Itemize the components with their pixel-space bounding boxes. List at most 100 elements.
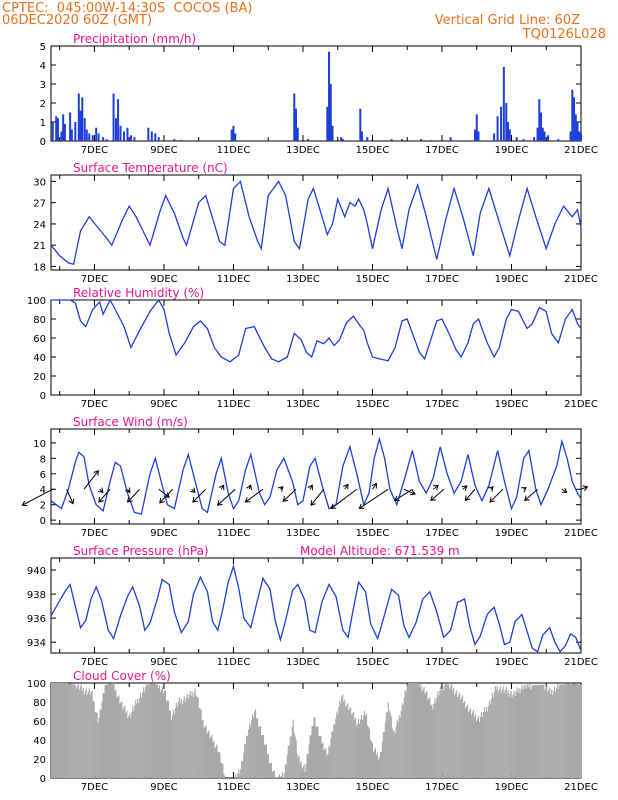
wind-vector: [127, 488, 140, 503]
cloud-bar: [71, 684, 73, 778]
cloud-bar: [186, 693, 188, 778]
cloud-bar: [341, 696, 343, 778]
relative-humidity-x-tick-label: 7DEC: [81, 399, 108, 410]
cloud-bar: [461, 697, 463, 778]
cloud-bar: [332, 732, 334, 778]
cloud-bar: [530, 689, 532, 778]
wind-arrowhead: [277, 486, 284, 492]
cloud-bar: [217, 752, 219, 778]
cloud-bar: [536, 684, 538, 778]
header-station: CPTEC: 045:00W-14:30S COCOS (BA): [2, 1, 253, 16]
cloud-bar: [98, 717, 100, 778]
surface-wind-line: [50, 436, 582, 515]
cloud-bar: [525, 688, 527, 778]
cloud-bar: [178, 697, 180, 778]
precip-bar: [515, 137, 518, 141]
cloud-bar: [560, 683, 562, 778]
cloud-bar: [188, 694, 190, 778]
cloud-bar: [283, 773, 285, 778]
cloud-bar: [180, 698, 182, 778]
precip-bar: [70, 129, 73, 141]
cloud-bar: [271, 771, 273, 778]
precip-bar: [60, 131, 63, 141]
cloud-bar: [401, 703, 403, 778]
precip-bar: [85, 129, 88, 141]
precip-bar: [114, 118, 117, 141]
surface-temperature-x-tick-label: 7DEC: [81, 274, 108, 285]
cloud-bar: [365, 714, 368, 778]
wind-arrowhead: [524, 495, 530, 502]
cloud-bar: [532, 684, 534, 778]
precip-bar: [173, 139, 176, 141]
cloud-bar: [439, 690, 441, 778]
cloud-bar: [297, 757, 299, 778]
cloud-bar: [111, 683, 113, 778]
wind-vector: [245, 488, 264, 503]
cloud-bar: [571, 683, 574, 778]
cloud-bar: [234, 776, 236, 778]
cloud-bar: [280, 775, 282, 778]
precip-bar: [331, 125, 334, 141]
cloud-bar: [413, 683, 415, 778]
cloud-bar: [153, 683, 155, 778]
cloud-bar: [355, 717, 357, 778]
wind-vector: [217, 488, 236, 506]
cloud-bar: [58, 683, 61, 778]
cloud-bar: [286, 755, 288, 778]
precip-bar: [112, 93, 115, 141]
cloud-bar: [521, 684, 523, 778]
cloud-bar: [201, 719, 203, 778]
cloud-bar: [76, 685, 78, 778]
wind-vector: [159, 488, 174, 504]
cloud-bar: [436, 697, 438, 778]
cloud-bar: [358, 719, 360, 778]
cloud-bar: [94, 711, 96, 778]
precipitation-x-tick-label: 15DEC: [356, 145, 390, 156]
wind-vector: [432, 484, 439, 490]
wind-arrowhead: [192, 497, 198, 503]
header-model-code: TQ0126L028: [522, 27, 606, 42]
precip-bar: [307, 139, 310, 141]
cloud-bar: [295, 740, 297, 778]
precip-bar: [97, 133, 100, 141]
surface-temperature-frame: [50, 174, 582, 271]
wind-vector: [524, 488, 538, 501]
cloud-bar: [495, 689, 497, 778]
cloud-bar: [526, 685, 528, 778]
cloud-bar: [407, 683, 409, 778]
precip-bar: [538, 99, 541, 141]
cloud-bar: [380, 751, 382, 778]
cloud-bar: [429, 697, 431, 778]
cloud-bar: [381, 741, 383, 778]
precip-bar: [129, 135, 132, 141]
cloud-bar: [388, 710, 390, 778]
cloud-bar: [55, 683, 58, 778]
cloud-bar: [571, 683, 573, 778]
precip-bar: [475, 114, 478, 141]
cloud-bar: [557, 683, 559, 778]
cloud-bar: [375, 754, 377, 778]
cloud-bar: [82, 688, 84, 778]
cloud-bar: [563, 684, 565, 778]
cloud-bar: [243, 752, 245, 778]
precip-bar: [576, 122, 579, 141]
cloud-bar: [447, 684, 449, 778]
cloud-bar: [426, 691, 428, 778]
cloud-bar: [67, 683, 69, 778]
cloud-bar: [259, 726, 262, 778]
cloud-bar: [266, 754, 269, 778]
cloud-bar: [458, 694, 460, 778]
cloud-bar: [389, 713, 391, 778]
cloud-bar: [165, 700, 167, 778]
precip-bar: [296, 127, 299, 141]
wind-arrowhead: [246, 484, 253, 491]
precip-bar: [293, 93, 296, 141]
cloud-bar: [62, 683, 64, 778]
cloud-bar: [367, 726, 370, 778]
cloud-bar: [469, 708, 472, 778]
cloud-bar: [79, 686, 81, 778]
cloud-bar: [204, 726, 206, 778]
surface-wind-x-tick-label: 21DEC: [564, 528, 598, 539]
cloud-bar: [480, 712, 482, 778]
